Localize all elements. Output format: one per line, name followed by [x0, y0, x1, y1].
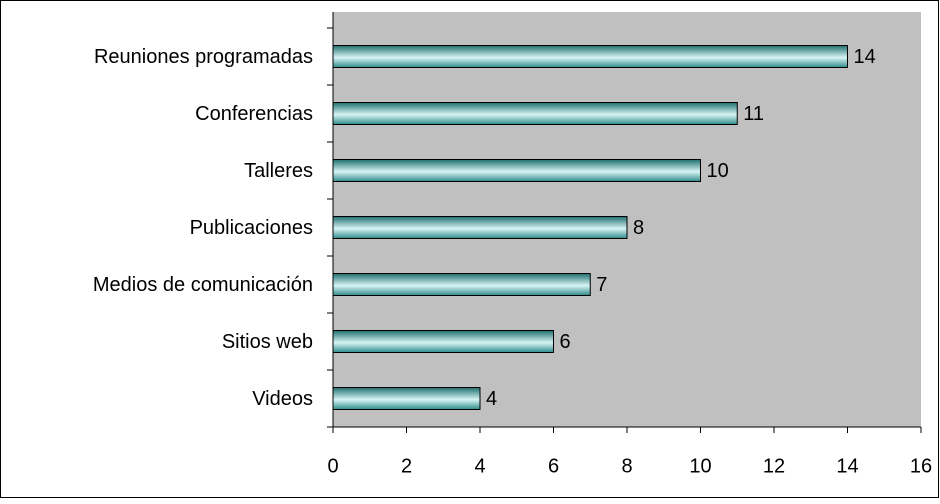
value-label: 8 — [633, 217, 644, 239]
x-tick-label: 8 — [621, 455, 632, 477]
x-tick-label: 16 — [910, 455, 932, 477]
bar — [332, 216, 628, 239]
x-tick-label: 6 — [548, 455, 559, 477]
bar — [332, 159, 701, 182]
bar — [332, 273, 591, 296]
y-tick-label: Videos — [252, 388, 313, 410]
y-tick-label: Talleres — [244, 160, 313, 182]
value-label: 11 — [743, 103, 764, 125]
y-tick-label: Medios de comunicación — [93, 274, 313, 296]
x-tick-label: 12 — [763, 455, 785, 477]
y-tick-label: Reuniones programadas — [94, 46, 313, 68]
x-tick-label: 2 — [401, 455, 412, 477]
bar — [332, 102, 738, 125]
value-label: 14 — [854, 46, 876, 68]
y-tick-label: Conferencias — [195, 103, 313, 125]
x-tick-label: 14 — [836, 455, 858, 477]
y-tick-label: Sitios web — [222, 331, 313, 353]
value-label: 7 — [596, 274, 607, 296]
y-tick-label: Publicaciones — [190, 217, 313, 239]
bar — [332, 387, 481, 410]
x-tick-label: 10 — [689, 455, 711, 477]
value-label: 4 — [486, 388, 497, 410]
x-tick-label: 4 — [474, 455, 485, 477]
bar — [332, 330, 554, 353]
value-label: 6 — [560, 331, 571, 353]
x-tick-label: 0 — [327, 455, 338, 477]
bar — [332, 45, 848, 68]
value-label: 10 — [707, 160, 729, 182]
